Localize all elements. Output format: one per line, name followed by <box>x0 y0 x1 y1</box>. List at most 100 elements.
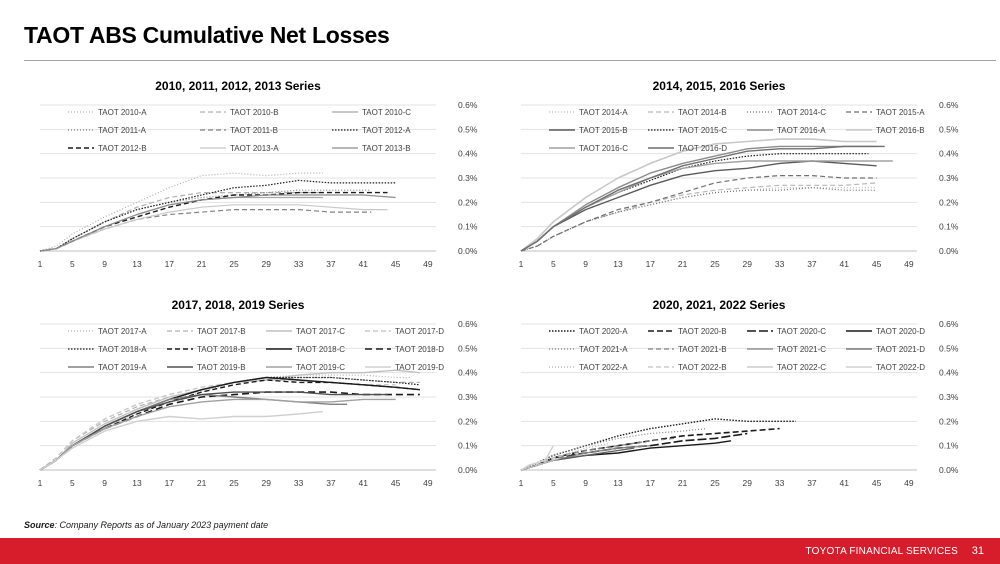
x-tick-label: 9 <box>102 478 107 488</box>
x-tick-label: 33 <box>775 259 785 269</box>
x-tick-label: 33 <box>294 478 304 488</box>
chart-svg-2017-2019: 2017, 2018, 2019 Series 0.0% 0.1% 0.2% 0.3% 0… <box>38 298 478 488</box>
x-tick-label: 5 <box>70 259 75 269</box>
legend-label: TAOT 2021-A <box>579 345 628 354</box>
series-line <box>39 191 388 252</box>
chart-svg-2010-2013: 2010, 2011, 2012, 2013 Series 0.0% 0.1% 0.2… <box>38 79 478 269</box>
y-tick-label: 0.4% <box>458 368 478 378</box>
x-tick-label: 17 <box>646 478 656 488</box>
legend-label: TAOT 2011-A <box>98 126 147 135</box>
y-tick-label: 0.5% <box>939 343 959 353</box>
legend-label: TAOT 2014-B <box>678 108 727 117</box>
legend-label: TAOT 2020-A <box>579 327 628 336</box>
x-tick-label: 21 <box>678 259 688 269</box>
y-tick-label: 0.0% <box>458 246 478 256</box>
legend-label: TAOT 2011-B <box>230 126 278 135</box>
x-tick-label: 9 <box>583 259 588 269</box>
legend-label: TAOT 2015-B <box>579 126 628 135</box>
x-tick-label: 13 <box>613 259 623 269</box>
series-line <box>39 172 323 252</box>
series-line <box>520 418 796 471</box>
series-line <box>520 174 877 252</box>
chart-panel-2014-2016: 2014, 2015, 2016 Series 0.0% 0.1% 0.2% 0.3% 0… <box>503 70 973 280</box>
y-tick-label: 0.6% <box>939 319 959 329</box>
x-tick-label: 25 <box>710 259 720 269</box>
series-line <box>520 432 748 471</box>
y-tick-label: 0.1% <box>939 441 959 451</box>
legend-label: TAOT 2019-A <box>98 363 147 372</box>
series-line <box>520 445 651 471</box>
legend-label: TAOT 2022-A <box>579 363 628 372</box>
source-label: Source <box>24 520 55 530</box>
y-tick-label: 0.4% <box>458 149 478 159</box>
y-tick-label: 0.3% <box>939 392 959 402</box>
x-tick-label: 41 <box>840 478 850 488</box>
chart-title: 2014, 2015, 2016 Series <box>653 79 786 93</box>
series-line <box>520 160 893 252</box>
legend-label: TAOT 2022-B <box>678 363 727 372</box>
x-tick-label: 13 <box>132 259 142 269</box>
legend-label: TAOT 2016-B <box>876 126 925 135</box>
chart-title: 2017, 2018, 2019 Series <box>172 298 305 312</box>
legend-label: TAOT 2010-C <box>362 108 411 117</box>
legend-label: TAOT 2021-C <box>777 345 826 354</box>
chart-panel-2010-2013: 2010, 2011, 2012, 2013 Series 0.0% 0.1% 0.2… <box>22 70 492 280</box>
source-note: Source: Company Reports as of January 20… <box>24 520 268 530</box>
x-tick-label: 37 <box>326 478 336 488</box>
x-tick-label: 17 <box>646 259 656 269</box>
legend-label: TAOT 2020-B <box>678 327 727 336</box>
x-tick-label: 21 <box>678 478 688 488</box>
x-tick-label: 25 <box>229 259 239 269</box>
x-tick-label: 5 <box>551 259 556 269</box>
series-line <box>520 445 554 471</box>
x-tick-label: 41 <box>359 478 369 488</box>
chart-panel-2017-2019: 2017, 2018, 2019 Series 0.0% 0.1% 0.2% 0.3% 0… <box>22 289 492 499</box>
x-tick-label: 41 <box>359 259 369 269</box>
y-tick-label: 0.5% <box>458 124 478 134</box>
y-tick-label: 0.6% <box>939 100 959 110</box>
series-line <box>520 187 877 252</box>
x-tick-label: 29 <box>262 259 272 269</box>
x-tick-label: 25 <box>229 478 239 488</box>
y-tick-label: 0.3% <box>939 173 959 183</box>
series-line <box>39 379 420 471</box>
legend-label: TAOT 2015-A <box>876 108 925 117</box>
chart-title: 2010, 2011, 2012, 2013 Series <box>155 79 321 93</box>
x-tick-label: 37 <box>807 478 817 488</box>
series-line <box>520 428 707 471</box>
x-tick-label: 29 <box>262 478 272 488</box>
x-tick-label: 29 <box>743 478 753 488</box>
x-tick-label: 17 <box>165 259 175 269</box>
series-line <box>520 457 562 471</box>
series-line <box>520 145 885 252</box>
chart-svg-2020-2022: 2020, 2021, 2022 Series 0.0% 0.1% 0.2% 0.3% 0… <box>519 298 959 488</box>
series-line <box>39 194 396 252</box>
chart-svg-2014-2016: 2014, 2015, 2016 Series 0.0% 0.1% 0.2% 0.3% 0… <box>519 79 959 269</box>
legend-label: TAOT 2020-C <box>777 327 826 336</box>
x-tick-label: 49 <box>423 259 433 269</box>
x-tick-label: 21 <box>197 259 207 269</box>
chart-panel-2020-2022: 2020, 2021, 2022 Series 0.0% 0.1% 0.2% 0.3% 0… <box>503 289 973 499</box>
y-tick-label: 0.2% <box>939 416 959 426</box>
y-tick-label: 0.0% <box>939 246 959 256</box>
legend-label: TAOT 2013-B <box>362 144 411 153</box>
page-number: 31 <box>971 545 984 557</box>
source-text: : Company Reports as of January 2023 pay… <box>54 520 269 530</box>
series-line <box>520 182 877 252</box>
x-tick-label: 37 <box>807 259 817 269</box>
x-tick-label: 13 <box>132 478 142 488</box>
x-tick-label: 33 <box>775 478 785 488</box>
legend-label: TAOT 2018-D <box>395 345 444 354</box>
legend-label: TAOT 2017-C <box>296 327 345 336</box>
legend-label: TAOT 2016-D <box>678 144 727 153</box>
footer-bar: TOYOTA FINANCIAL SERVICES 31 <box>0 538 1000 564</box>
legend-label: TAOT 2012-B <box>98 144 147 153</box>
x-tick-label: 33 <box>294 259 304 269</box>
x-tick-label: 13 <box>613 478 623 488</box>
x-tick-label: 37 <box>326 259 336 269</box>
y-tick-label: 0.3% <box>458 173 478 183</box>
legend-label: TAOT 2014-C <box>777 108 826 117</box>
y-tick-label: 0.0% <box>939 465 959 475</box>
legend-label: TAOT 2022-D <box>876 363 925 372</box>
series-line <box>520 153 869 252</box>
